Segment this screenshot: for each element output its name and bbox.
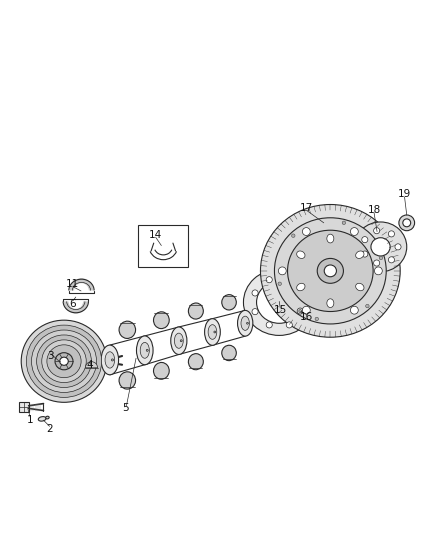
Circle shape	[379, 256, 383, 260]
Ellipse shape	[275, 218, 386, 324]
Ellipse shape	[101, 345, 119, 375]
Wedge shape	[64, 302, 88, 313]
Circle shape	[214, 331, 216, 333]
Circle shape	[315, 317, 318, 321]
Text: 14: 14	[149, 230, 162, 240]
Ellipse shape	[171, 327, 187, 354]
Text: 16: 16	[300, 312, 313, 322]
Ellipse shape	[356, 251, 364, 259]
Circle shape	[395, 244, 401, 250]
Ellipse shape	[371, 238, 390, 256]
Circle shape	[399, 215, 415, 231]
Ellipse shape	[327, 299, 334, 308]
Ellipse shape	[324, 265, 336, 277]
Ellipse shape	[174, 333, 183, 348]
Text: 2: 2	[46, 424, 53, 434]
Ellipse shape	[137, 336, 153, 365]
Text: 19: 19	[398, 189, 411, 199]
Ellipse shape	[317, 259, 343, 284]
Ellipse shape	[47, 345, 81, 378]
Text: 1: 1	[27, 415, 34, 425]
Ellipse shape	[205, 319, 220, 345]
Circle shape	[362, 251, 368, 257]
Ellipse shape	[241, 316, 249, 330]
Text: 3: 3	[48, 351, 54, 361]
Ellipse shape	[38, 417, 46, 421]
Ellipse shape	[297, 284, 305, 290]
Circle shape	[350, 228, 358, 236]
Circle shape	[252, 290, 258, 296]
Ellipse shape	[26, 325, 102, 398]
Ellipse shape	[222, 295, 237, 310]
Circle shape	[146, 349, 148, 351]
Circle shape	[350, 306, 358, 314]
Circle shape	[180, 340, 182, 342]
Text: 15: 15	[273, 305, 287, 315]
Ellipse shape	[237, 310, 253, 336]
Circle shape	[266, 322, 272, 328]
Ellipse shape	[119, 372, 136, 389]
Circle shape	[278, 282, 282, 286]
Circle shape	[362, 237, 368, 243]
Ellipse shape	[257, 281, 302, 324]
Ellipse shape	[297, 251, 305, 259]
Circle shape	[374, 267, 382, 275]
Circle shape	[299, 310, 301, 312]
Circle shape	[247, 322, 248, 324]
Ellipse shape	[60, 357, 68, 365]
Text: 5: 5	[122, 403, 128, 414]
Circle shape	[252, 309, 258, 314]
Text: 6: 6	[69, 298, 76, 309]
Circle shape	[374, 260, 380, 266]
Ellipse shape	[140, 342, 149, 358]
Ellipse shape	[188, 353, 203, 370]
Ellipse shape	[46, 416, 49, 419]
Circle shape	[297, 308, 303, 314]
Ellipse shape	[356, 284, 364, 290]
Circle shape	[111, 359, 113, 361]
Circle shape	[300, 309, 307, 314]
Ellipse shape	[153, 362, 169, 379]
Circle shape	[366, 304, 369, 308]
Ellipse shape	[208, 325, 217, 340]
Circle shape	[302, 228, 310, 236]
Text: 11: 11	[66, 279, 79, 289]
Ellipse shape	[244, 269, 315, 335]
Circle shape	[300, 290, 307, 296]
FancyBboxPatch shape	[19, 402, 28, 413]
Ellipse shape	[327, 234, 334, 243]
Circle shape	[286, 277, 292, 283]
Ellipse shape	[105, 352, 115, 368]
Ellipse shape	[261, 205, 400, 337]
Ellipse shape	[55, 353, 73, 370]
Circle shape	[279, 267, 286, 275]
Wedge shape	[85, 362, 98, 368]
Ellipse shape	[119, 321, 136, 338]
Bar	[138, 225, 188, 266]
Ellipse shape	[32, 330, 96, 392]
Circle shape	[342, 221, 346, 224]
Ellipse shape	[288, 230, 373, 311]
Circle shape	[389, 257, 395, 263]
Circle shape	[266, 277, 272, 283]
Circle shape	[374, 228, 380, 234]
Text: 17: 17	[300, 203, 313, 213]
Ellipse shape	[42, 340, 86, 383]
Text: 18: 18	[367, 205, 381, 215]
Circle shape	[286, 322, 292, 328]
Ellipse shape	[354, 222, 407, 272]
Ellipse shape	[188, 303, 203, 319]
Wedge shape	[69, 278, 94, 290]
Circle shape	[302, 306, 310, 314]
Ellipse shape	[222, 345, 237, 361]
Circle shape	[389, 231, 395, 237]
Circle shape	[292, 234, 295, 237]
Text: 4: 4	[87, 360, 93, 370]
Circle shape	[403, 219, 411, 227]
Ellipse shape	[37, 335, 92, 387]
Ellipse shape	[21, 320, 107, 402]
Ellipse shape	[153, 312, 169, 329]
